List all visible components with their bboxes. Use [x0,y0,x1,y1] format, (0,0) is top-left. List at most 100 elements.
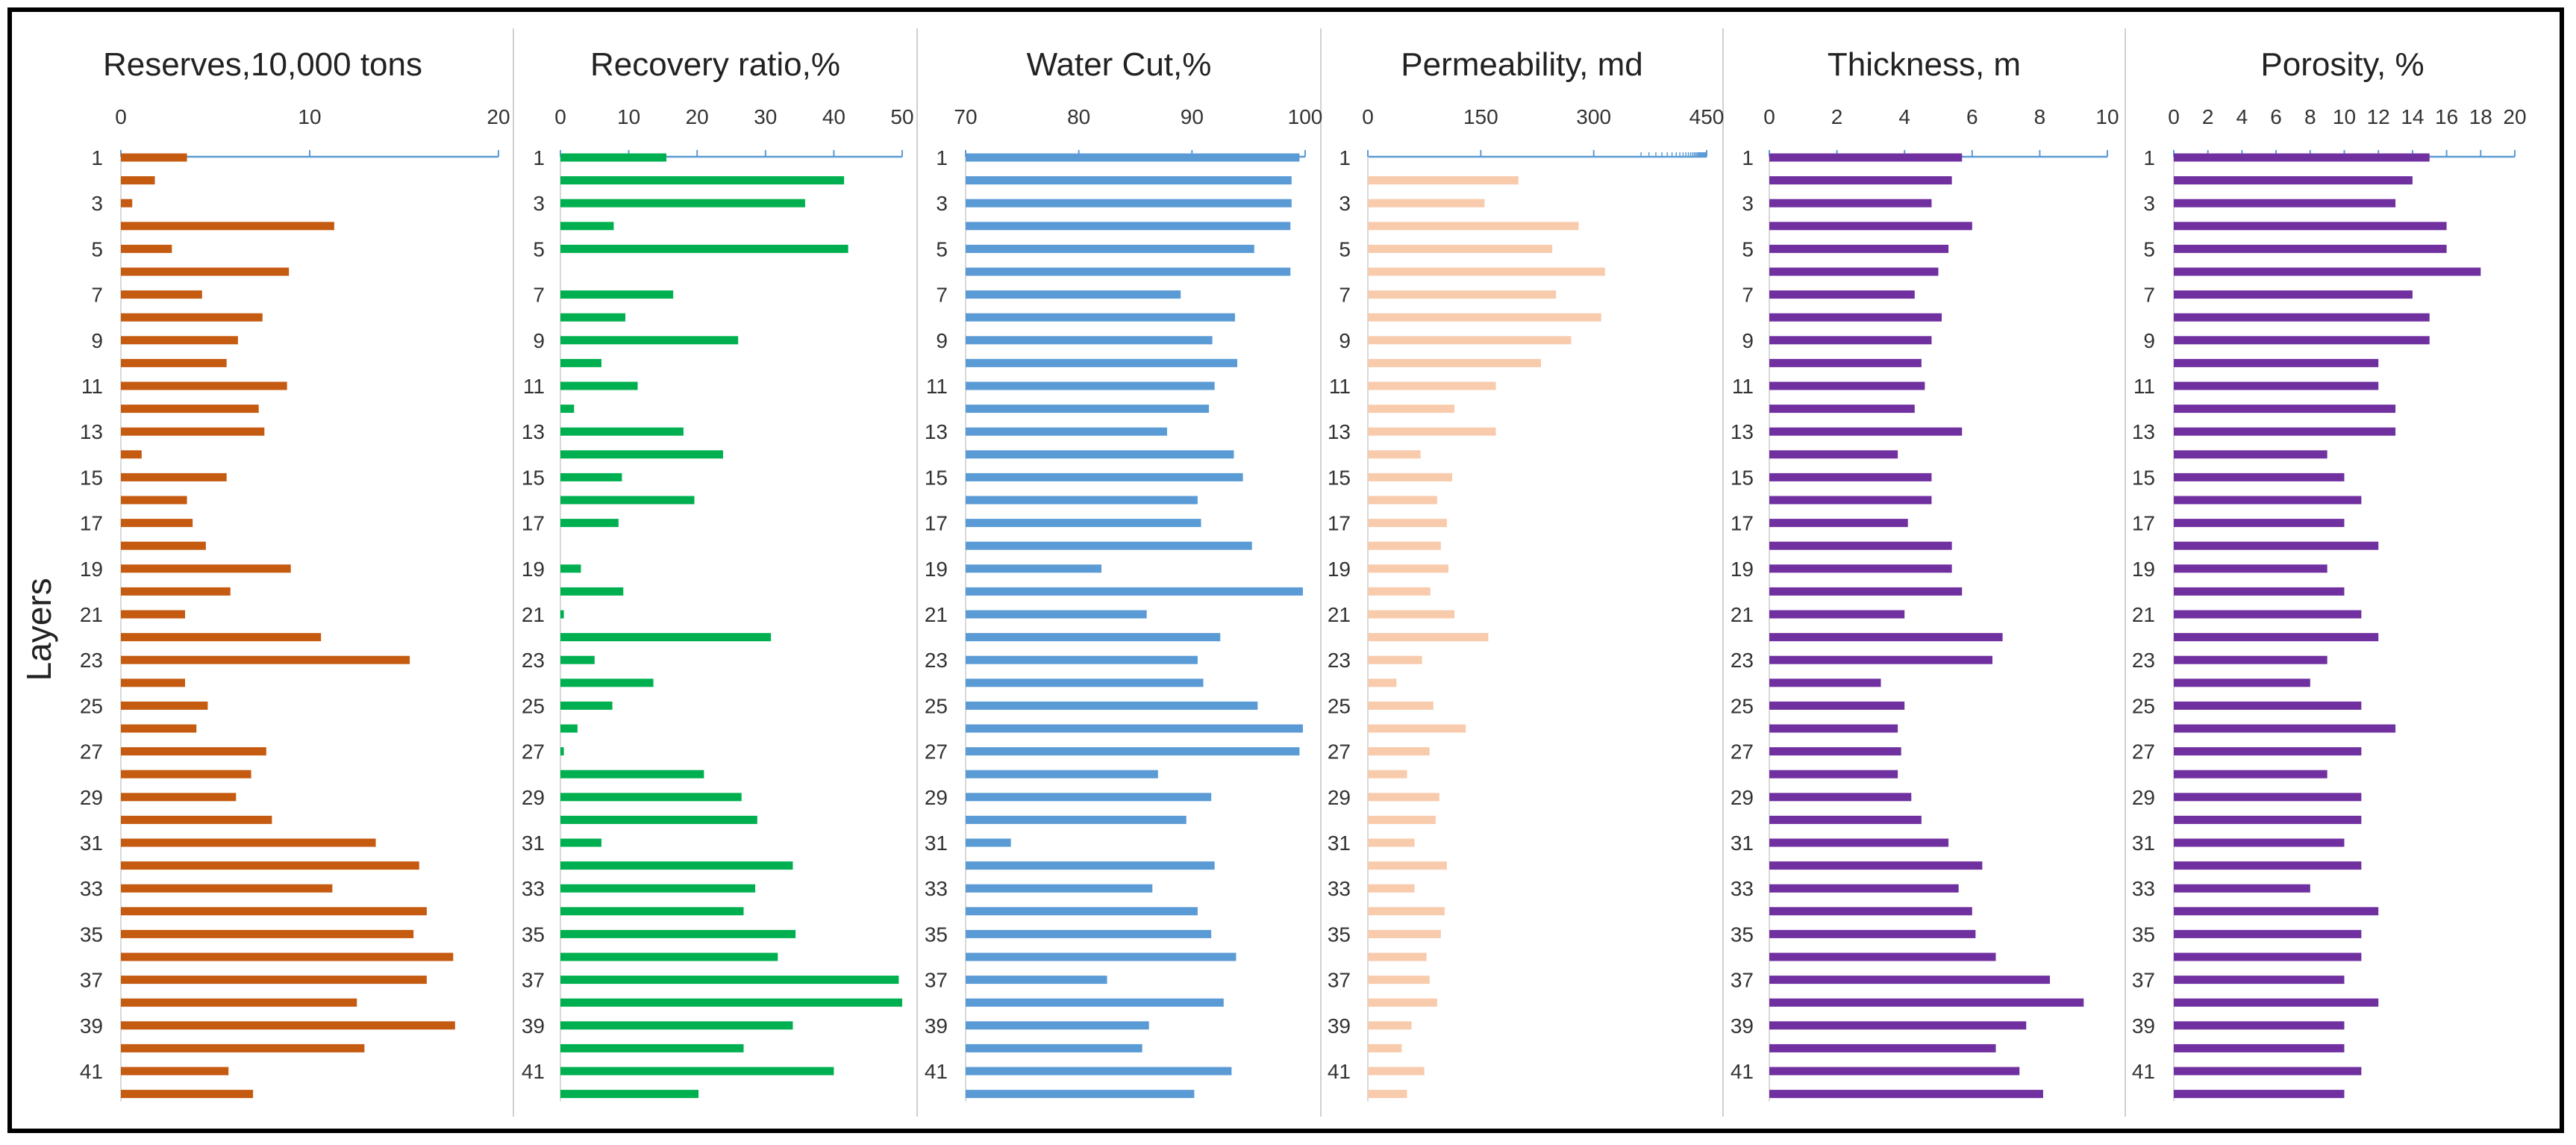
bar [560,861,793,870]
x-tick-label: 6 [1966,105,1978,128]
bar [560,655,595,664]
bar [966,199,1292,208]
layer-tick-label: 17 [1731,512,1754,535]
bar [1368,405,1455,414]
layer-tick-label: 9 [2143,329,2155,352]
bar [2174,976,2345,985]
x-tick-label: 2 [2202,105,2214,128]
bar [1769,1090,2043,1099]
layer-tick-label: 15 [925,466,948,489]
bar [121,1043,365,1052]
layer-tick-label: 21 [1328,603,1351,626]
layer-tick-label: 11 [1329,375,1351,398]
bar [966,610,1147,619]
bar [966,1021,1149,1030]
bar [966,1090,1195,1099]
panel-title: Recovery ratio,% [590,46,840,83]
bar [1368,587,1431,596]
bar [1769,450,1898,459]
layer-tick-label: 11 [1732,375,1754,398]
bar [1769,222,1972,231]
bar [1368,313,1601,322]
layer-tick-label: 33 [1731,877,1754,900]
bar [966,678,1204,687]
bar [1368,290,1557,299]
x-tick-label: 40 [822,105,845,128]
layer-tick-label: 5 [533,237,545,260]
bar [1769,267,1939,276]
layer-tick-label: 17 [80,512,103,535]
bar [560,724,578,733]
bar [1769,519,1908,528]
layer-tick-label: 25 [2132,694,2155,717]
bar [1368,747,1430,756]
layer-tick-label: 3 [1742,192,1754,215]
bar [560,153,666,162]
bar [560,381,638,390]
bar [2174,358,2379,367]
layer-tick-label: 11 [2133,375,2155,398]
layer-tick-label: 5 [936,237,948,260]
bar [966,358,1237,367]
bar [966,884,1153,893]
bar [121,861,419,870]
bar [2174,290,2413,299]
bar [560,747,564,756]
bar [1368,952,1427,961]
bar [1368,815,1436,824]
bar [560,633,772,642]
bar [1769,153,1963,162]
x-tick-label: 12 [2367,105,2390,128]
bar [1769,747,1901,756]
bar [966,313,1235,322]
layer-tick-label: 35 [2132,923,2155,946]
bar [1368,884,1415,893]
layer-tick-label: 13 [80,420,103,443]
bar [121,1090,254,1099]
bar [966,838,1011,847]
bar [1368,678,1397,687]
bar [1368,336,1572,345]
bar [2174,405,2396,414]
layer-tick-label: 29 [522,786,545,809]
bar [2174,199,2396,208]
bar [1368,1021,1412,1030]
layer-tick-label: 19 [2132,558,2155,581]
bar [966,998,1224,1007]
bar [121,1021,455,1030]
layer-tick-label: 25 [1731,694,1754,717]
bar [966,290,1181,299]
layer-tick-label: 23 [522,649,545,672]
bar [966,450,1234,459]
bar [2174,701,2362,710]
bar [2174,884,2310,893]
bar [560,450,724,459]
layer-tick-label: 29 [1328,786,1351,809]
bar [1368,1090,1407,1099]
layer-tick-label: 9 [1742,329,1754,352]
x-tick-label: 20 [686,105,709,128]
layer-tick-label: 27 [1328,740,1351,764]
layer-tick-label: 41 [2132,1060,2155,1083]
bar [1769,655,1992,664]
bar [560,472,622,481]
bar [121,929,414,938]
x-tick-label: 16 [2435,105,2458,128]
bar [121,884,333,893]
layer-tick-label: 5 [2143,237,2155,260]
layer-tick-label: 9 [1339,329,1351,352]
layer-tick-label: 41 [1731,1060,1754,1083]
bar [1368,244,1553,253]
bar [966,724,1303,733]
bar [560,1043,744,1052]
layer-tick-label: 7 [936,284,948,307]
bar [560,176,845,185]
bar [1769,358,1922,367]
layer-tick-label: 39 [1731,1014,1754,1038]
bar [560,976,899,985]
bar [1769,405,1915,414]
bar [1769,176,1952,185]
bar [121,793,237,802]
layer-tick-label: 1 [533,146,545,169]
bar [560,998,902,1007]
